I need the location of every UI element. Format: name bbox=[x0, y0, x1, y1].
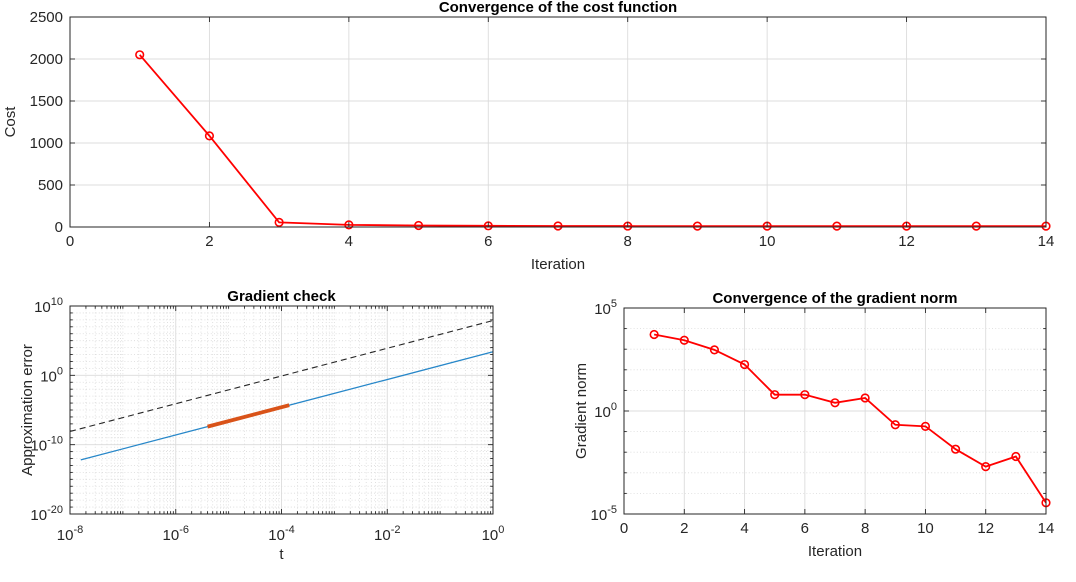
gradient-check-xlabel: t bbox=[279, 546, 284, 563]
svg-text:10-8: 10-8 bbox=[57, 524, 83, 544]
svg-text:10-6: 10-6 bbox=[163, 524, 189, 544]
cost-ylabel: Cost bbox=[2, 106, 19, 138]
gradient-check-ylabel: Approximation error bbox=[19, 344, 36, 476]
chart-gradient-check: 10-8 10-6 10-4 10-2 100 1010 100 10-10 10-20 Grad… bbox=[19, 288, 504, 563]
gradient-norm-ylabel: Gradient norm bbox=[573, 363, 590, 459]
svg-text:14: 14 bbox=[1038, 233, 1055, 250]
svg-text:100: 100 bbox=[482, 524, 505, 544]
svg-text:1000: 1000 bbox=[30, 135, 63, 152]
svg-text:6: 6 bbox=[484, 233, 492, 250]
svg-text:100: 100 bbox=[594, 401, 617, 421]
cost-curve-markers bbox=[135, 50, 1051, 231]
cost-xlabel: Iteration bbox=[531, 256, 585, 273]
svg-text:2: 2 bbox=[680, 520, 688, 537]
svg-text:14: 14 bbox=[1038, 520, 1055, 537]
svg-text:10: 10 bbox=[917, 520, 934, 537]
cost-axes-box bbox=[69, 16, 1047, 228]
svg-text:4: 4 bbox=[740, 520, 748, 537]
reference-slope2-dashed-line bbox=[69, 320, 494, 433]
svg-text:8: 8 bbox=[624, 233, 632, 250]
svg-text:4: 4 bbox=[345, 233, 353, 250]
svg-text:10-5: 10-5 bbox=[591, 504, 617, 524]
chart-gradient-norm: 0 2 4 6 8 10 12 14 105 100 10-5 Convergence of the … bbox=[573, 290, 1054, 560]
cost-title: Convergence of the cost function bbox=[439, 0, 677, 16]
svg-text:2: 2 bbox=[205, 233, 213, 250]
chart-cost: 0 2 4 6 8 10 12 14 0 500 1000 1500 2000 2500 Convergen… bbox=[2, 0, 1054, 273]
svg-text:0: 0 bbox=[66, 233, 74, 250]
gradient-norm-tick-labels: 0 2 4 6 8 10 12 14 105 100 10-5 bbox=[591, 298, 1055, 537]
gradient-norm-curve bbox=[653, 333, 1047, 504]
svg-text:2000: 2000 bbox=[30, 51, 63, 68]
svg-text:2500: 2500 bbox=[30, 9, 63, 26]
svg-text:10-20: 10-20 bbox=[30, 504, 63, 524]
gradient-norm-curve-markers bbox=[649, 329, 1051, 508]
gradient-norm-xlabel: Iteration bbox=[808, 543, 862, 560]
gradient-check-title: Gradient check bbox=[227, 288, 336, 305]
cost-grid bbox=[69, 16, 1047, 228]
gradient-norm-title: Convergence of the gradient norm bbox=[712, 290, 957, 307]
svg-text:0: 0 bbox=[55, 219, 63, 236]
gradient-check-axes-box bbox=[69, 305, 494, 515]
svg-text:8: 8 bbox=[861, 520, 869, 537]
gradient-norm-axes-box bbox=[623, 307, 1047, 515]
svg-text:100: 100 bbox=[40, 365, 63, 385]
svg-text:105: 105 bbox=[594, 298, 617, 318]
svg-text:0: 0 bbox=[620, 520, 628, 537]
cost-tick-labels: 0 2 4 6 8 10 12 14 0 500 1000 1500 2000 2500 bbox=[30, 9, 1055, 250]
svg-text:1010: 1010 bbox=[34, 296, 63, 316]
svg-text:1500: 1500 bbox=[30, 93, 63, 110]
svg-text:12: 12 bbox=[898, 233, 915, 250]
svg-text:10-2: 10-2 bbox=[374, 524, 400, 544]
cost-curve bbox=[139, 54, 1046, 228]
svg-text:10-10: 10-10 bbox=[30, 435, 63, 455]
svg-text:10-4: 10-4 bbox=[268, 524, 294, 544]
svg-text:6: 6 bbox=[801, 520, 809, 537]
svg-text:500: 500 bbox=[38, 177, 63, 194]
svg-text:10: 10 bbox=[759, 233, 776, 250]
quadratic-fit-highlight-segment bbox=[207, 403, 290, 429]
svg-text:12: 12 bbox=[977, 520, 994, 537]
gradient-check-tick-labels: 10-8 10-6 10-4 10-2 100 1010 100 10-10 10-20 bbox=[30, 296, 504, 544]
